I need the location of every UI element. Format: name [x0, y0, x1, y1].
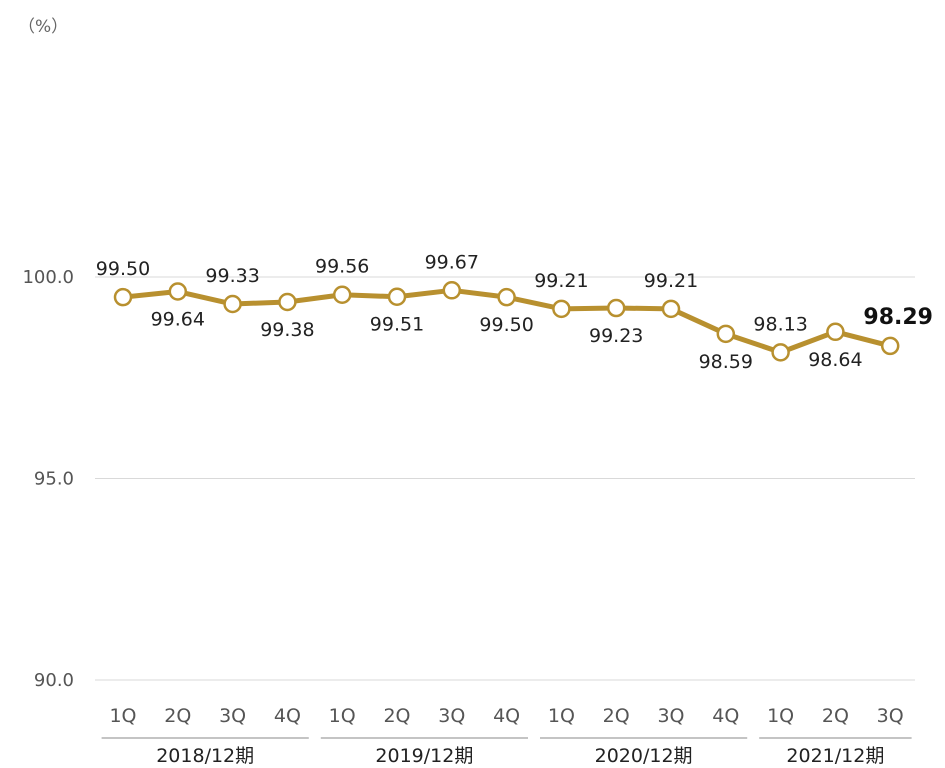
- data-label: 99.64: [151, 309, 205, 331]
- data-label: 99.23: [589, 325, 643, 347]
- data-point: [661, 299, 681, 319]
- data-label: 98.59: [699, 351, 753, 373]
- x-tick-label: 1Q: [109, 705, 136, 727]
- data-point: [880, 336, 900, 356]
- x-tick-label: 2Q: [822, 705, 849, 727]
- x-tick-label: 4Q: [274, 705, 301, 727]
- data-label: 99.51: [370, 314, 424, 336]
- data-label: 98.29: [863, 305, 933, 330]
- data-point: [278, 292, 297, 312]
- data-point: [552, 299, 571, 319]
- data-label: 99.38: [260, 319, 314, 341]
- data-point: [771, 343, 790, 362]
- data-point: [442, 281, 462, 300]
- x-tick-label: 3Q: [657, 705, 684, 727]
- unit-label: （%）: [18, 17, 69, 37]
- data-point: [113, 287, 133, 307]
- x-tick-label: 3Q: [438, 705, 465, 727]
- data-label: 99.33: [205, 265, 259, 287]
- x-tick-label: 2Q: [383, 705, 410, 727]
- data-label: 99.21: [644, 270, 698, 292]
- y-tick-label: 95.0: [34, 469, 74, 490]
- group-label: 2019/12期: [375, 745, 473, 767]
- group-label: 2018/12期: [156, 745, 254, 767]
- data-label: 98.13: [753, 313, 807, 335]
- data-label: 99.50: [96, 258, 150, 280]
- y-tick-label: 100.0: [22, 267, 74, 288]
- group-label: 2021/12期: [786, 745, 884, 767]
- group-label: 2020/12期: [595, 745, 693, 767]
- data-point: [606, 298, 626, 318]
- data-label: 99.21: [534, 270, 588, 292]
- x-tick-label: 4Q: [712, 705, 739, 727]
- data-label: 99.56: [315, 256, 369, 278]
- data-label: 99.50: [479, 314, 533, 336]
- data-point: [223, 294, 242, 314]
- data-point: [387, 287, 407, 306]
- data-point: [826, 322, 845, 342]
- data-label: 99.67: [425, 251, 479, 273]
- x-tick-label: 4Q: [493, 705, 520, 727]
- x-tick-label: 1Q: [548, 705, 575, 727]
- y-tick-label: 90.0: [34, 670, 74, 691]
- data-point: [716, 324, 736, 344]
- x-tick-label: 1Q: [329, 705, 356, 727]
- x-tick-label: 3Q: [219, 705, 246, 727]
- data-point: [497, 287, 516, 307]
- x-tick-label: 3Q: [877, 705, 904, 727]
- x-tick-label: 2Q: [603, 705, 630, 727]
- x-tick-label: 1Q: [767, 705, 794, 727]
- data-point: [168, 282, 188, 301]
- data-label: 98.64: [808, 349, 862, 371]
- x-tick-label: 2Q: [164, 705, 191, 727]
- data-point: [332, 285, 352, 304]
